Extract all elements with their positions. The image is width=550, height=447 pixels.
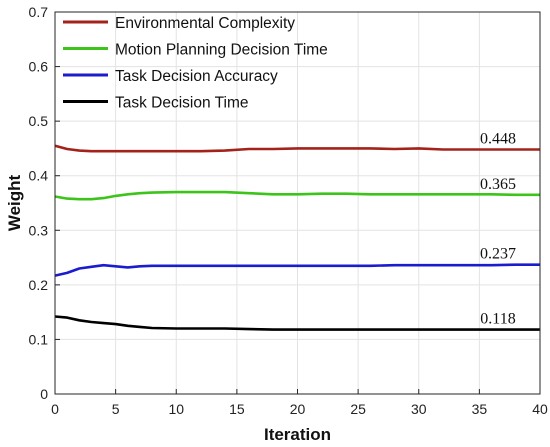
y-tick-label: 0.5 (29, 113, 49, 129)
x-tick-label: 10 (168, 401, 184, 417)
y-tick-label: 0.7 (29, 4, 49, 20)
series-line (54, 263, 540, 277)
y-tick-label: 0.3 (29, 222, 49, 238)
y-tick-label: 0.4 (29, 168, 49, 184)
end-value-labels: 0.448 0.365 0.237 0.118 (480, 131, 516, 328)
x-tick-label: 25 (350, 401, 366, 417)
end-value-label: 0.448 (480, 131, 516, 148)
legend-label: Task Decision Time (115, 95, 249, 112)
x-tick-label: 5 (112, 401, 120, 417)
x-tick-label: 40 (532, 401, 548, 417)
end-value-label: 0.365 (480, 176, 516, 193)
x-tick-label: 35 (472, 401, 488, 417)
x-tick-label: 15 (229, 401, 245, 417)
end-value-label: 0.118 (480, 311, 515, 328)
x-tick-label: 0 (51, 401, 59, 417)
series-line (54, 315, 540, 331)
legend-label: Environmental Complexity (115, 15, 295, 32)
x-axis-title: Iteration (264, 425, 331, 444)
axis-ticks: 0 5 10 15 20 25 30 35 40 0 0.1 0.2 0.3 0.4 0.5 0.6 0.7 (29, 4, 548, 417)
series-line (54, 144, 540, 153)
legend-label: Motion Planning Decision Time (115, 42, 328, 59)
series-lines (54, 144, 540, 331)
y-axis-title: Weight (5, 174, 24, 231)
end-value-label: 0.237 (480, 246, 516, 263)
legend-label: Task Decision Accuracy (115, 68, 278, 85)
y-tick-label: 0 (40, 386, 48, 402)
y-tick-label: 0.6 (29, 59, 49, 75)
y-tick-label: 0.2 (29, 277, 49, 293)
x-tick-label: 20 (290, 401, 306, 417)
x-tick-label: 30 (411, 401, 427, 417)
legend: Environmental Complexity Motion Planning … (63, 15, 328, 112)
series-line (54, 190, 540, 201)
y-tick-label: 0.1 (29, 331, 49, 347)
